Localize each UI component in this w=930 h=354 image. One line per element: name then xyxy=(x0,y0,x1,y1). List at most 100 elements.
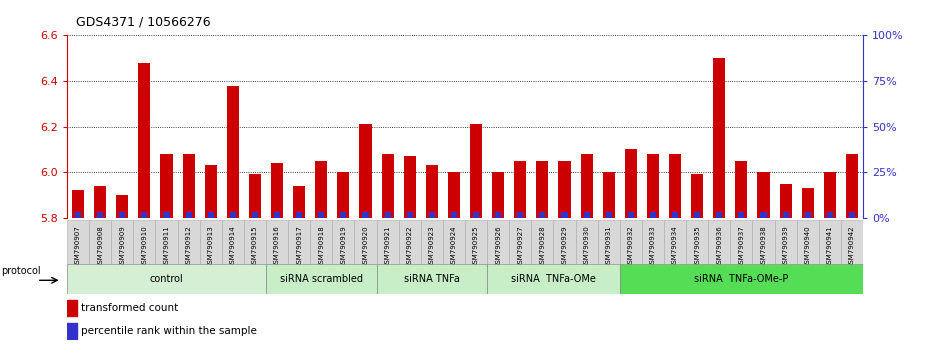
Bar xyxy=(510,220,531,264)
Bar xyxy=(67,323,77,339)
Text: GSM790921: GSM790921 xyxy=(385,225,391,268)
Text: GSM790907: GSM790907 xyxy=(75,225,81,268)
Bar xyxy=(775,220,797,264)
Bar xyxy=(315,161,327,218)
Bar xyxy=(133,220,155,264)
Text: percentile rank within the sample: percentile rank within the sample xyxy=(81,326,257,336)
Bar xyxy=(274,212,280,218)
Text: GSM790925: GSM790925 xyxy=(473,225,479,268)
Bar xyxy=(332,220,354,264)
Bar xyxy=(340,212,346,218)
Bar xyxy=(562,212,567,218)
Bar xyxy=(97,212,103,218)
Bar xyxy=(650,212,656,218)
Text: GSM790926: GSM790926 xyxy=(495,225,501,268)
Bar xyxy=(266,220,288,264)
Bar xyxy=(619,220,642,264)
Bar xyxy=(605,212,612,218)
Bar xyxy=(75,212,81,218)
Bar xyxy=(354,220,377,264)
Text: GSM790934: GSM790934 xyxy=(672,225,678,268)
Text: GSM790933: GSM790933 xyxy=(650,225,656,268)
Text: GSM790937: GSM790937 xyxy=(738,225,744,268)
Bar xyxy=(672,212,678,218)
Bar xyxy=(757,172,770,218)
Bar xyxy=(628,212,634,218)
Text: GSM790940: GSM790940 xyxy=(804,225,811,268)
Text: GSM790936: GSM790936 xyxy=(716,225,723,268)
Bar xyxy=(377,220,399,264)
Bar xyxy=(363,212,368,218)
Bar xyxy=(420,220,443,264)
Bar xyxy=(492,172,504,218)
Bar xyxy=(266,264,377,294)
Bar xyxy=(818,220,841,264)
Bar xyxy=(797,220,818,264)
Bar xyxy=(249,175,261,218)
Bar xyxy=(160,154,173,218)
Text: GSM790920: GSM790920 xyxy=(363,225,368,268)
Bar xyxy=(804,212,811,218)
Bar xyxy=(539,212,545,218)
Text: GSM790942: GSM790942 xyxy=(849,225,855,268)
Bar xyxy=(642,220,664,264)
Bar xyxy=(205,165,217,218)
Bar xyxy=(514,161,526,218)
Bar xyxy=(580,154,592,218)
Text: control: control xyxy=(150,274,183,284)
Bar xyxy=(381,154,393,218)
Bar xyxy=(584,212,590,218)
Text: GSM790917: GSM790917 xyxy=(296,225,302,268)
Bar xyxy=(709,220,730,264)
Bar xyxy=(67,220,89,264)
Bar xyxy=(598,220,619,264)
Bar xyxy=(531,220,553,264)
Bar xyxy=(761,212,766,218)
Text: GSM790930: GSM790930 xyxy=(584,225,590,268)
Bar xyxy=(178,220,200,264)
Bar xyxy=(288,220,311,264)
Bar xyxy=(141,212,147,218)
Bar xyxy=(293,186,305,218)
Text: GSM790929: GSM790929 xyxy=(562,225,567,268)
Bar xyxy=(553,220,576,264)
Text: GSM790915: GSM790915 xyxy=(252,225,258,268)
Bar xyxy=(404,156,416,218)
Text: GSM790928: GSM790928 xyxy=(539,225,545,268)
Text: GSM790938: GSM790938 xyxy=(761,225,766,268)
Text: GSM790916: GSM790916 xyxy=(274,225,280,268)
Bar xyxy=(399,220,420,264)
Text: GSM790931: GSM790931 xyxy=(605,225,612,268)
Bar xyxy=(67,300,77,316)
Bar xyxy=(443,220,465,264)
Bar xyxy=(470,124,482,218)
Bar xyxy=(625,149,637,218)
Bar xyxy=(691,175,703,218)
Bar xyxy=(669,154,681,218)
Bar xyxy=(359,124,372,218)
Bar xyxy=(94,186,106,218)
Bar xyxy=(221,220,244,264)
Bar xyxy=(67,264,266,294)
Bar xyxy=(116,195,128,218)
Bar xyxy=(783,212,789,218)
Bar xyxy=(846,154,858,218)
Bar xyxy=(72,190,84,218)
Text: GSM790923: GSM790923 xyxy=(429,225,435,268)
Bar xyxy=(385,212,391,218)
Bar xyxy=(112,220,133,264)
Bar xyxy=(465,220,487,264)
Bar xyxy=(517,212,524,218)
Bar xyxy=(603,172,615,218)
Bar xyxy=(182,154,194,218)
Bar xyxy=(694,212,700,218)
Bar xyxy=(406,212,413,218)
Text: GSM790910: GSM790910 xyxy=(141,225,147,268)
Bar xyxy=(271,163,283,218)
Text: siRNA  TNFa-OMe: siRNA TNFa-OMe xyxy=(511,274,596,284)
Bar xyxy=(429,212,435,218)
Text: GSM790939: GSM790939 xyxy=(783,225,789,268)
Bar xyxy=(619,264,863,294)
Text: GSM790922: GSM790922 xyxy=(406,225,413,268)
Bar xyxy=(730,220,752,264)
